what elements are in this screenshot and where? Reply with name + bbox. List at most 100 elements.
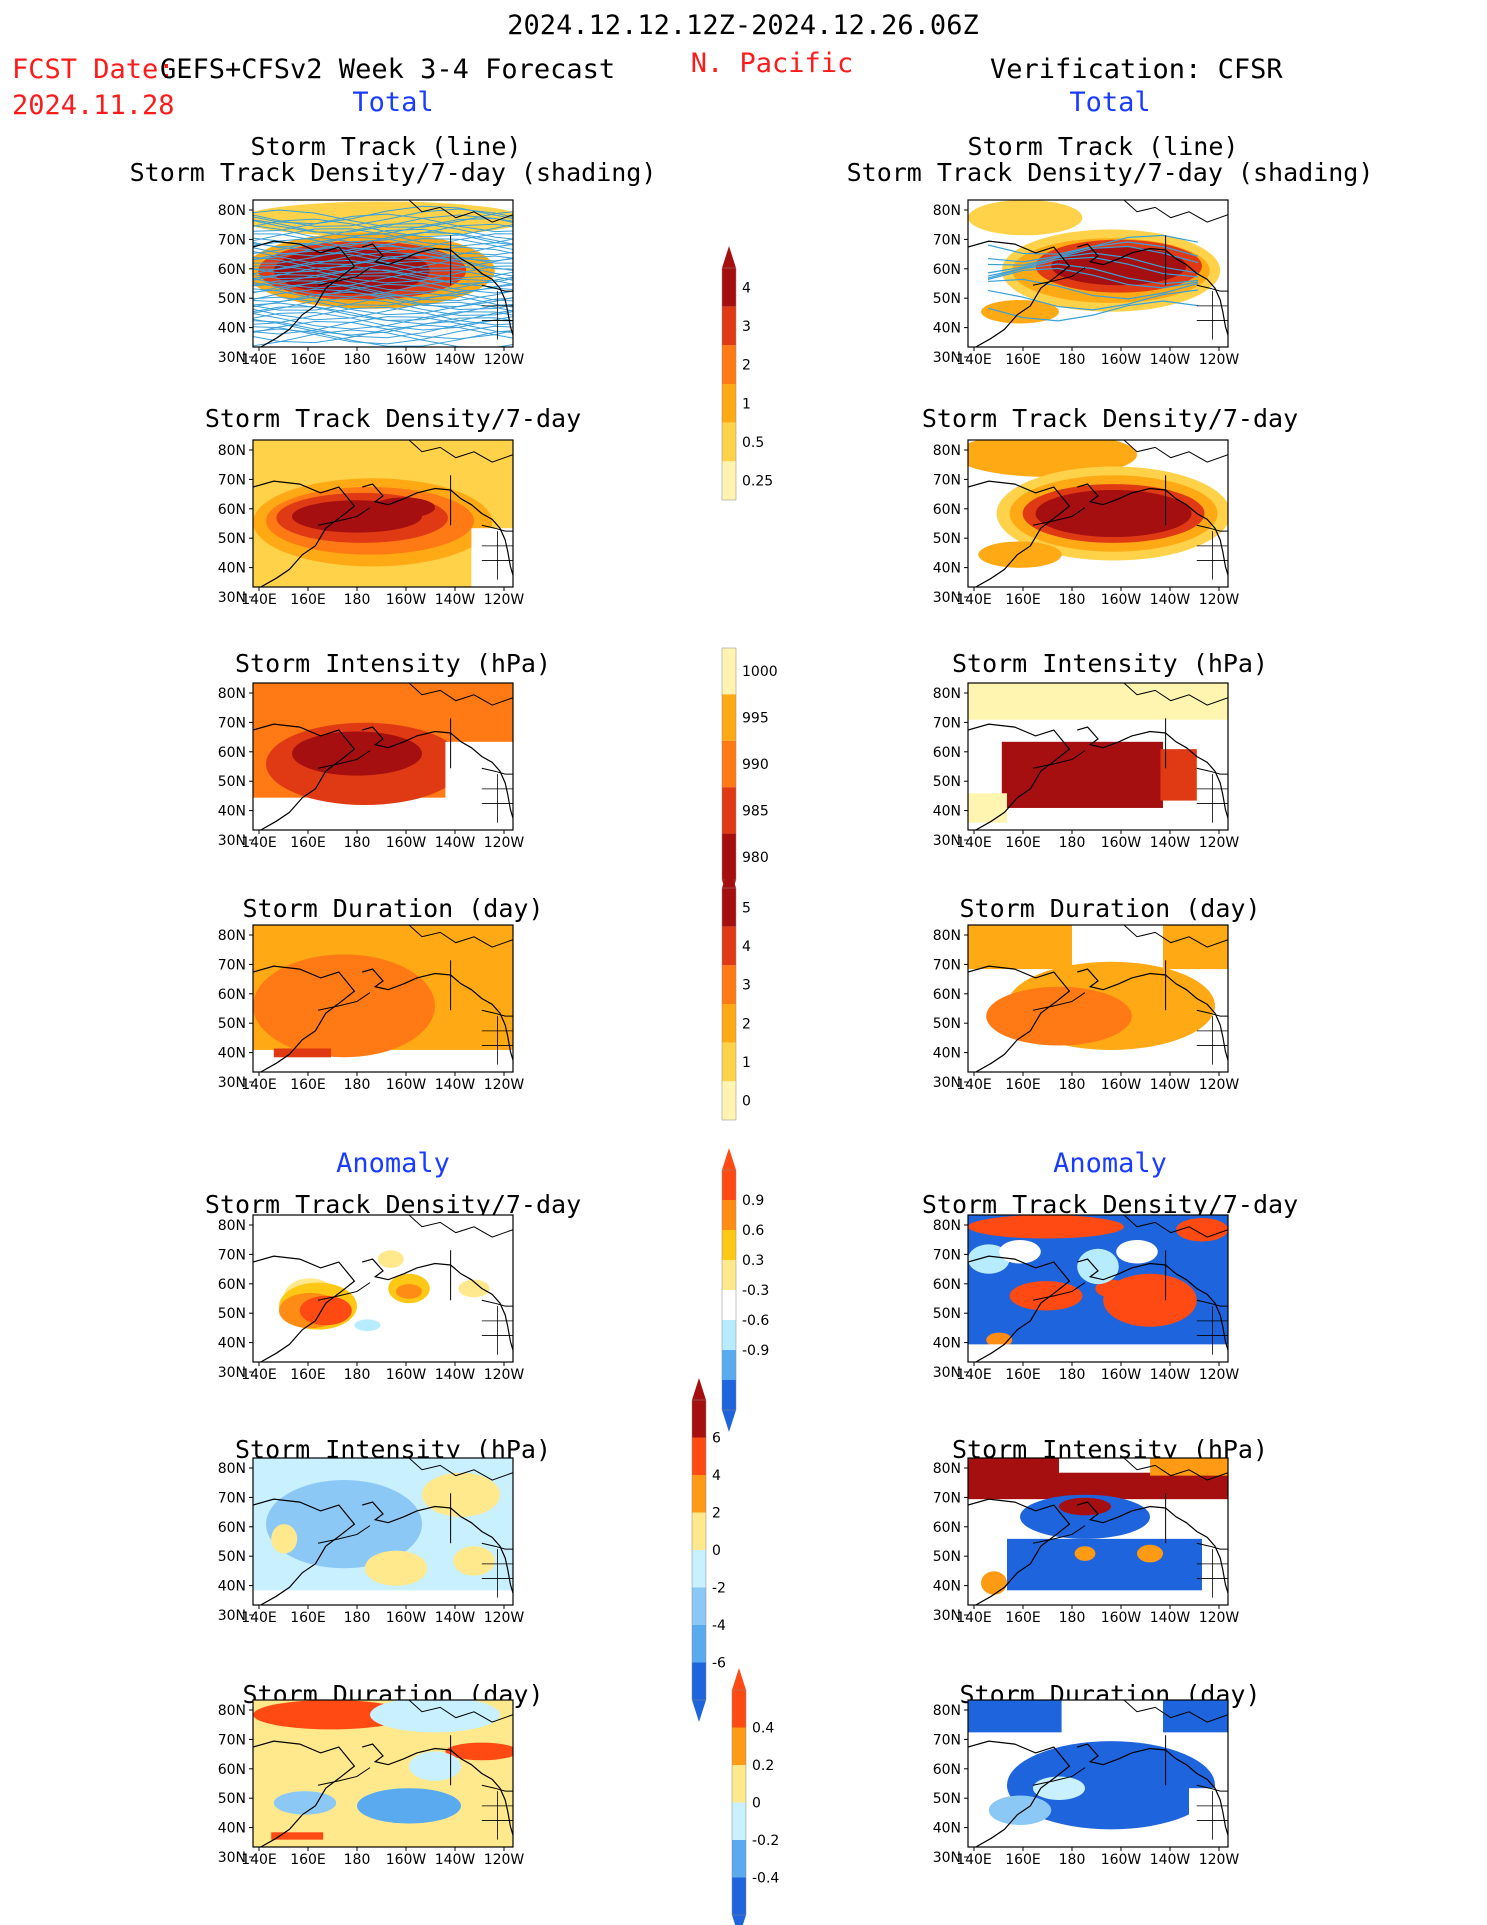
lat-tick-label: 80N [218,686,246,702]
border-canada-us [1196,1299,1228,1307]
colorbar-swatch [732,1802,746,1840]
storm-track-line [253,223,513,243]
lon-tick-label: 160E [290,1077,326,1093]
coastline-alaska [1077,483,1228,576]
border-canada-us [1196,767,1228,775]
field-shading [299,1295,352,1326]
coastline-aleutians [317,750,371,769]
lat-tick-label: 80N [933,686,961,702]
lat-tick-label: 50N [933,1791,961,1807]
colorbar-label: -0.9 [742,1343,769,1359]
lat-tick-label: 80N [218,1218,246,1234]
lon-tick-label: 120W [484,835,525,851]
colorbar-swatch [722,1170,736,1200]
map-field [968,925,1228,1072]
lat-tick-label: 60N [933,1277,961,1293]
colorbar-arrow-top [732,1668,746,1690]
colorbar-swatch [722,1004,736,1043]
colorbar-label: 0.5 [742,435,764,451]
lon-tick-label: 160E [1005,1852,1041,1868]
colorbar-swatch [722,1260,736,1290]
map-field [968,1700,1228,1847]
colorbar-label: -0.4 [752,1871,779,1887]
field-shading [968,1344,1228,1362]
field-shading [988,1795,1052,1825]
field-shading [986,986,1132,1046]
lat-tick-label: 70N [218,715,246,731]
colorbar-swatch [722,1380,736,1410]
lat-tick-label: 80N [218,1703,246,1719]
lon-tick-label: 140W [1150,835,1191,851]
lon-tick-label: 180 [344,1367,371,1383]
colorbar-frame [721,1169,737,1411]
storm-track-line [253,254,513,274]
map-frame [252,199,514,348]
coastline-alaska [362,243,513,336]
verification-label: Verification: CFSR [990,54,1283,85]
lat-tick-label: 70N [933,1732,961,1748]
lat-tick-label: 60N [218,1762,246,1778]
storm-track-line [253,311,513,330]
lon-tick-label: 180 [1059,835,1086,851]
storm-track-line [253,282,513,301]
storm-track-line [253,250,513,269]
lon-tick-label: 120W [1199,592,1240,608]
lat-tick-label: 80N [933,1703,961,1719]
lon-tick-label: 140W [435,352,476,368]
lat-tick-label: 60N [218,1520,246,1536]
colorbar-label: 0.9 [742,1193,764,1209]
lat-tick-label: 50N [218,774,246,790]
field-shading [1189,1788,1228,1847]
panel-title-track-shading-left: Storm Track Density/7-day (shading) [129,158,657,187]
colorbar-label: 0.3 [742,1253,764,1269]
coastline-aleutians [1032,1282,1086,1301]
lon-tick-label: 140E [241,835,277,851]
lat-tick-label: 40N [218,561,246,577]
colorbar-label: 0 [752,1796,761,1812]
map-field [968,200,1228,347]
map-frame [967,1457,1229,1606]
lat-tick-label: 30N [933,1850,961,1866]
lon-tick-label: 160W [1101,1610,1142,1626]
lat-tick-label: 60N [218,745,246,761]
storm-track-line [253,283,513,303]
storm-track-line [253,264,513,284]
colorbar-frame [721,267,737,501]
colorbar-label: -4 [712,1618,726,1634]
lat-tick-label: 70N [933,472,961,488]
lat-tick-label: 30N [218,1608,246,1624]
lon-tick-label: 140E [241,592,277,608]
coastline-asia [968,240,1071,347]
lat-tick-label: 50N [218,1016,246,1032]
field-shading [968,1700,1062,1733]
field-shading [292,731,422,776]
coastline-arctic [1123,683,1228,706]
lat-tick-label: 30N [933,590,961,606]
lon-tick-label: 160W [1101,835,1142,851]
storm-track-line [253,324,513,344]
field-shading [453,1546,495,1576]
colorbar-swatch [732,1727,746,1765]
colorbar-swatch [722,1320,736,1350]
lon-tick-label: 160E [290,835,326,851]
colorbar-label: 990 [742,757,769,773]
coastline-asia [253,723,356,830]
field-shading [271,1832,324,1840]
colorbar-swatch [722,1290,736,1320]
lat-tick-label: 60N [218,502,246,518]
map-frame [252,1699,514,1848]
lon-tick-label: 120W [484,592,525,608]
field-shading [1074,1546,1096,1561]
coastline-arctic [408,1458,513,1481]
map-frame [967,1214,1229,1363]
field-shading [968,793,1007,823]
lon-tick-label: 140E [956,352,992,368]
lon-tick-label: 180 [344,1852,371,1868]
storm-track-line [253,306,513,325]
field-shading [266,1480,422,1569]
lat-tick-label: 50N [218,1791,246,1807]
storm-track-line [253,317,513,336]
storm-track-line [253,233,513,252]
field-shading [271,969,365,1028]
